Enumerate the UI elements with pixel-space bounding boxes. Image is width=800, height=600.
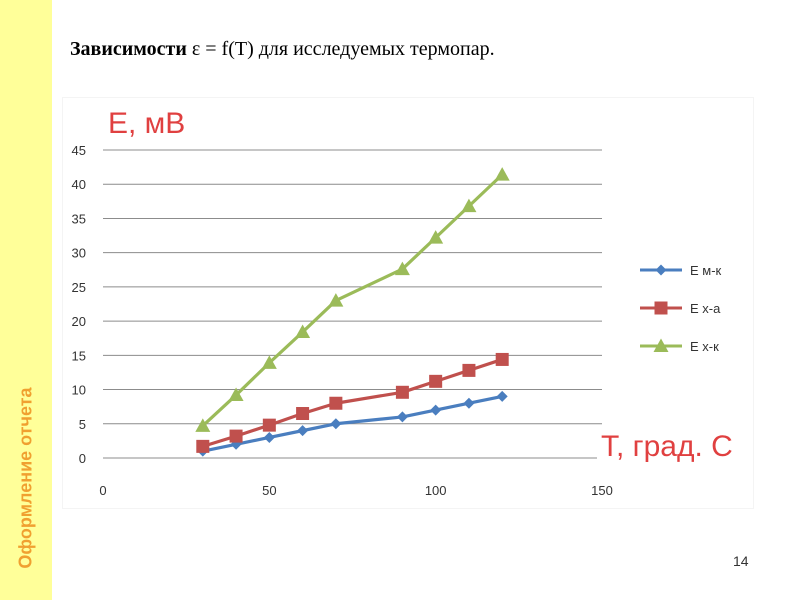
x-tick-label: 100 — [425, 483, 447, 498]
data-point — [462, 363, 476, 377]
data-point — [494, 167, 510, 181]
y-tick-label: 25 — [72, 280, 86, 295]
data-point — [461, 198, 477, 213]
legend-label: E х-к — [690, 339, 719, 354]
legend-label: E х-а — [690, 301, 721, 316]
data-point — [295, 324, 311, 339]
legend-marker — [654, 301, 668, 315]
chart-frame — [62, 97, 754, 509]
data-point — [297, 425, 309, 437]
page-number: 14 — [733, 553, 749, 569]
data-point — [261, 355, 277, 369]
data-point — [296, 407, 310, 421]
data-point — [330, 418, 342, 430]
chart-legend: E м-к E х-а E х-к — [640, 263, 722, 354]
series-lines — [201, 173, 504, 453]
y-tick-label: 0 — [79, 451, 86, 466]
y-tick-label: 20 — [72, 314, 86, 329]
x-axis-ticks: 0 50 100 150 — [99, 483, 612, 498]
y-tick-label: 45 — [72, 143, 86, 158]
slide-title: Зависимости ε = f(T) для исследуемых тер… — [70, 38, 495, 61]
series-line-3 — [201, 173, 504, 428]
data-point — [429, 374, 443, 388]
data-point — [263, 431, 275, 443]
chart-grid — [103, 149, 602, 459]
data-point — [396, 411, 408, 423]
y-tick-label: 30 — [72, 246, 86, 261]
data-point — [463, 397, 475, 409]
y-tick-label: 10 — [72, 383, 86, 398]
side-band — [0, 0, 52, 600]
data-point — [196, 439, 210, 453]
data-point — [329, 396, 343, 410]
y-tick-label: 5 — [79, 417, 86, 432]
data-point — [395, 385, 409, 399]
slide-title-bold: Зависимости — [70, 38, 187, 60]
slide-title-rest: ε = f(T) для исследуемых термопар. — [186, 38, 495, 60]
data-point — [228, 387, 244, 402]
data-point — [262, 418, 276, 432]
y-axis-ticks: 0 5 10 15 20 25 30 35 40 45 — [72, 143, 86, 466]
series-line-2 — [202, 357, 503, 448]
x-tick-label: 0 — [99, 483, 106, 498]
x-axis-label: Т, град. С — [597, 430, 737, 464]
y-tick-label: 15 — [72, 348, 86, 363]
data-point — [328, 293, 344, 307]
x-tick-label: 150 — [591, 483, 613, 498]
y-tick-label: 35 — [72, 211, 86, 226]
legend-marker — [655, 264, 667, 276]
data-point — [229, 429, 243, 443]
x-tick-label: 50 — [262, 483, 276, 498]
legend-label: E м-к — [690, 263, 722, 278]
y-tick-label: 40 — [72, 177, 86, 192]
legend-marker — [653, 338, 669, 352]
data-point — [195, 418, 211, 432]
y-axis-label: E, мВ — [108, 107, 186, 140]
data-point — [496, 390, 508, 402]
data-point — [495, 352, 509, 366]
data-point — [430, 404, 442, 416]
data-point — [428, 230, 444, 244]
data-point — [394, 261, 410, 276]
series-markers — [195, 167, 510, 457]
